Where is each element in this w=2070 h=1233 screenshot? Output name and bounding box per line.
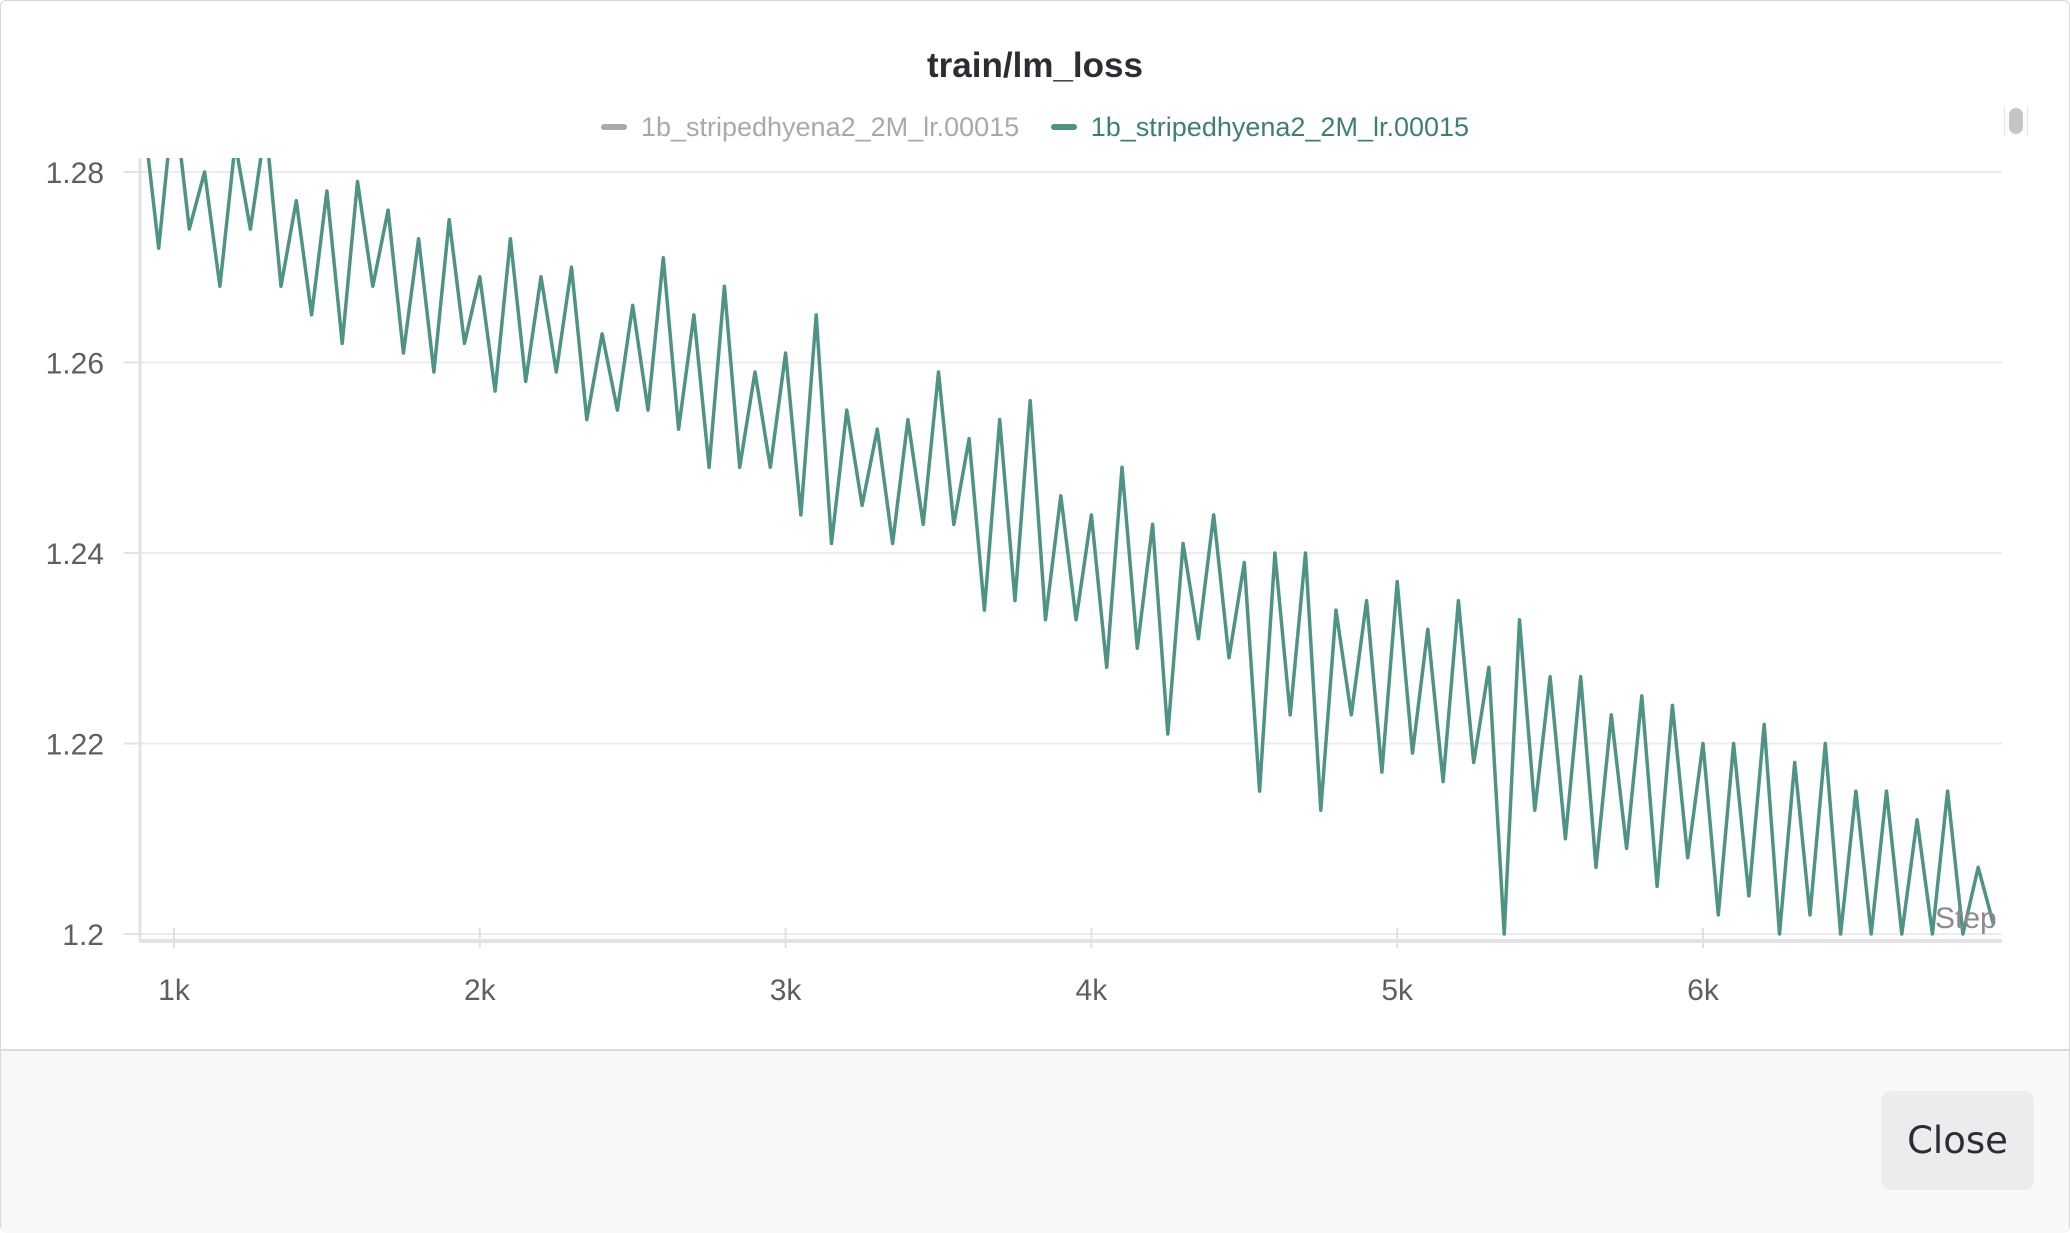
x-axis-label: Step <box>1935 902 1997 935</box>
chart-title: train/lm_loss <box>927 46 1143 85</box>
y-tick-label: 1.24 <box>46 538 104 571</box>
x-tick-label: 2k <box>464 974 497 1007</box>
close-button[interactable]: Close <box>1881 1091 2034 1190</box>
x-tick-label: 1k <box>158 974 191 1007</box>
legend-item-muted[interactable]: 1b_stripedhyena2_2M_lr.00015 <box>600 111 1020 143</box>
legend-item-active[interactable]: 1b_stripedhyena2_2M_lr.00015 <box>1050 111 1470 143</box>
legend-label-muted: 1b_stripedhyena2_2M_lr.00015 <box>640 111 1020 142</box>
x-tick-label: 5k <box>1381 974 1414 1007</box>
y-tick-label: 1.22 <box>46 729 104 762</box>
legend-swatch-active <box>1050 124 1077 130</box>
y-tick-label: 1.28 <box>46 157 104 190</box>
legend-label-active: 1b_stripedhyena2_2M_lr.00015 <box>1090 111 1470 142</box>
x-tick-label: 3k <box>770 974 803 1007</box>
x-tick-label: 6k <box>1687 974 1720 1007</box>
legend: 1b_stripedhyena2_2M_lr.00015 1b_stripedh… <box>0 106 2070 143</box>
scrollbar-thumb[interactable] <box>2009 108 2023 134</box>
x-tick-label: 4k <box>1076 974 1109 1007</box>
line-chart: 1.2 1.22 1.24 1.26 1.28 1k 2k 3k 4k 5k 6k Step <box>46 157 2002 1007</box>
legend-swatch-muted <box>600 124 627 130</box>
series-line <box>146 158 1996 936</box>
y-tick-label: 1.2 <box>62 919 104 952</box>
y-tick-label: 1.26 <box>46 348 104 381</box>
legend-scrollbar[interactable] <box>2004 106 2028 136</box>
dialog-footer <box>1 1049 2069 1233</box>
